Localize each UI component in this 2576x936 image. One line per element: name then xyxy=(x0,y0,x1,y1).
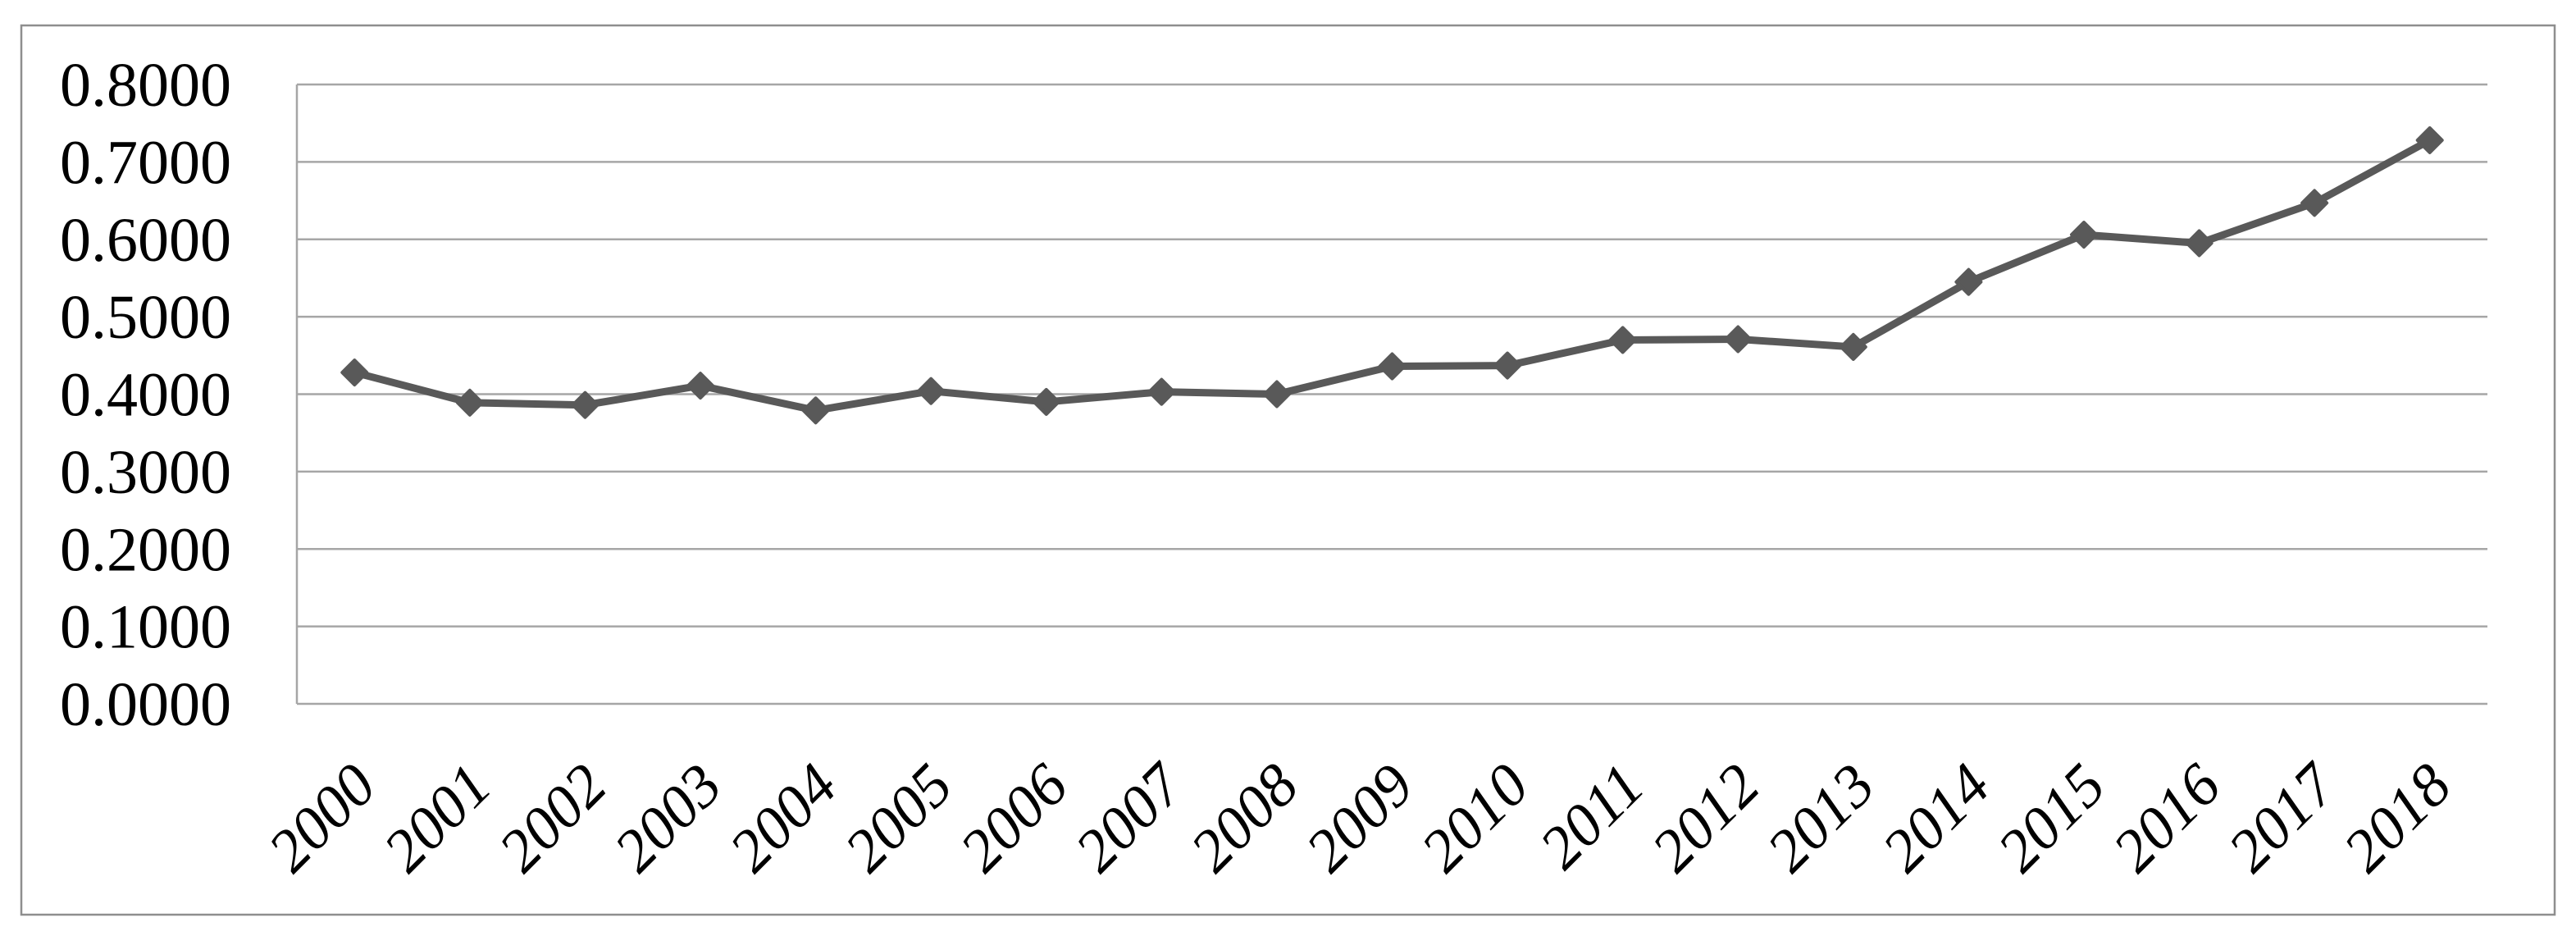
data-point-marker xyxy=(1724,325,1753,354)
data-point-marker xyxy=(1032,387,1060,416)
data-point-marker xyxy=(2415,126,2444,154)
y-tick-label: 0.1000 xyxy=(60,593,231,662)
data-point-marker xyxy=(917,377,946,405)
data-point-marker xyxy=(1147,377,1176,406)
data-point-marker xyxy=(2069,221,2098,249)
data-point-marker xyxy=(455,388,484,417)
data-point-marker xyxy=(686,372,715,400)
y-tick-label: 0.4000 xyxy=(60,361,231,430)
y-tick-label: 0.6000 xyxy=(60,206,231,275)
y-tick-label: 0.7000 xyxy=(60,128,231,197)
y-tick-label: 0.3000 xyxy=(60,438,231,507)
data-point-marker xyxy=(1493,351,1522,380)
data-point-marker xyxy=(2185,229,2214,258)
y-tick-label: 0.0000 xyxy=(60,670,231,739)
data-point-marker xyxy=(340,358,369,387)
data-point-marker xyxy=(1262,380,1291,409)
data-point-marker xyxy=(571,390,600,419)
data-point-marker xyxy=(1839,332,1867,361)
y-tick-label: 0.2000 xyxy=(60,515,231,584)
data-point-marker xyxy=(801,396,830,425)
y-tick-label: 0.8000 xyxy=(60,51,231,120)
data-point-marker xyxy=(1608,326,1637,354)
data-point-marker xyxy=(1378,352,1407,381)
y-tick-label: 0.5000 xyxy=(60,283,231,352)
data-point-marker xyxy=(1954,267,1983,296)
data-point-marker xyxy=(2300,189,2329,217)
figure-border xyxy=(20,24,2556,916)
